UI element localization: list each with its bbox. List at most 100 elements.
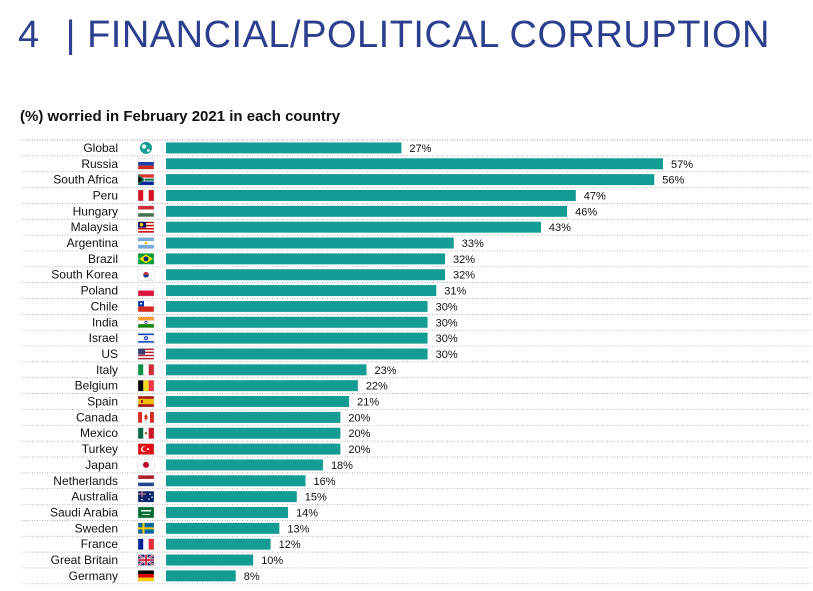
bar xyxy=(166,237,454,249)
bar-row: South Korea 32% xyxy=(22,268,812,283)
bar xyxy=(166,411,341,423)
category-label: Spain xyxy=(87,395,118,409)
flag-great-britain-icon xyxy=(137,553,155,567)
bar xyxy=(166,348,428,360)
value-label: 20% xyxy=(348,444,370,456)
category-label: Brazil xyxy=(88,252,118,266)
flag-canada-icon xyxy=(137,411,155,424)
bar-row: Malaysia 43% xyxy=(22,220,812,236)
flag-turkey-icon xyxy=(137,443,155,455)
bar-row: Belgium 22% xyxy=(22,379,812,394)
bar xyxy=(166,491,297,503)
category-label: Chile xyxy=(91,299,119,313)
category-label: Japan xyxy=(85,458,118,472)
flag-malaysia-icon xyxy=(137,221,155,233)
bar xyxy=(166,253,446,265)
flag-spain-icon xyxy=(137,395,155,408)
bar-row: Hungary 46% xyxy=(22,204,812,220)
category-label: Sweden xyxy=(75,521,118,535)
bar-row: Australia 15% xyxy=(22,490,812,505)
value-label: 18% xyxy=(331,460,353,472)
bar xyxy=(166,443,341,455)
section-number: 4 xyxy=(18,14,40,56)
bar-row: Germany 8% xyxy=(22,569,812,585)
bar-row: Great Britain 10% xyxy=(22,553,812,569)
bar xyxy=(166,380,358,392)
bar xyxy=(166,459,323,471)
flag-sweden-icon xyxy=(137,522,155,535)
flag-france-icon xyxy=(137,538,155,550)
flag-belgium-icon xyxy=(137,379,155,392)
page-heading: 4 | FINANCIAL/POLITICAL CORRUPTION xyxy=(18,14,770,57)
bar-row: Brazil 32% xyxy=(22,252,812,268)
category-label: Canada xyxy=(76,410,118,424)
section-title: | FINANCIAL/POLITICAL CORRUPTION xyxy=(65,14,770,56)
value-label: 16% xyxy=(314,476,336,488)
bar xyxy=(166,285,437,297)
value-label: 10% xyxy=(261,555,283,567)
flag-saudi-arabia-icon xyxy=(137,506,155,519)
value-label: 13% xyxy=(287,523,309,535)
category-label: Germany xyxy=(69,569,118,583)
flag-mexico-icon xyxy=(137,427,155,439)
bar xyxy=(166,205,568,217)
category-label: Netherlands xyxy=(53,474,118,488)
bar xyxy=(166,332,428,344)
value-label: 31% xyxy=(444,286,466,298)
flag-australia-icon xyxy=(137,490,155,503)
category-label: Argentina xyxy=(67,236,119,250)
value-label: 14% xyxy=(296,507,318,519)
bar xyxy=(166,570,236,582)
category-label: Peru xyxy=(93,188,118,202)
category-label: Global xyxy=(83,141,118,155)
bar-row: Israel 30% xyxy=(22,331,812,347)
category-label: South Africa xyxy=(53,173,118,187)
value-label: 33% xyxy=(462,238,484,250)
category-label: Hungary xyxy=(73,204,118,218)
value-label: 32% xyxy=(453,270,475,282)
category-label: Belgium xyxy=(75,379,118,393)
category-label: Turkey xyxy=(82,442,118,456)
bar-row: France 12% xyxy=(22,537,812,553)
flag-south-korea-icon xyxy=(137,269,155,281)
category-label: Malaysia xyxy=(71,220,119,234)
flag-poland-icon xyxy=(137,284,155,297)
category-label: South Korea xyxy=(51,268,118,282)
bar-row: South Africa 56% xyxy=(22,173,812,188)
bar xyxy=(166,269,446,281)
bar-row: Mexico 20% xyxy=(22,426,812,442)
bar-row: Turkey 20% xyxy=(22,442,812,458)
bar-row: Sweden 13% xyxy=(22,521,812,537)
value-label: 20% xyxy=(348,428,370,440)
bar-row: Saudi Arabia 14% xyxy=(22,505,812,521)
category-label: Israel xyxy=(89,331,118,345)
flag-italy-icon xyxy=(137,364,155,376)
value-label: 22% xyxy=(366,381,388,393)
bar xyxy=(166,142,402,154)
category-label: France xyxy=(81,537,119,551)
bar-row: Chile 30% xyxy=(22,299,812,315)
chart-title: (%) worried in February 2021 in each cou… xyxy=(20,108,341,125)
flag-netherlands-icon xyxy=(137,475,155,487)
value-label: 8% xyxy=(244,571,260,583)
value-label: 56% xyxy=(662,175,684,187)
bar xyxy=(166,300,428,312)
value-label: 57% xyxy=(671,159,693,171)
value-label: 32% xyxy=(453,254,475,266)
bar xyxy=(166,475,306,487)
value-label: 30% xyxy=(436,349,458,361)
category-label: Russia xyxy=(81,157,118,171)
category-label: Mexico xyxy=(80,426,118,440)
category-label: Saudi Arabia xyxy=(50,505,118,519)
category-label: Italy xyxy=(96,363,118,377)
value-label: 20% xyxy=(348,412,370,424)
value-label: 30% xyxy=(436,301,458,313)
bar xyxy=(166,364,367,376)
category-label: US xyxy=(101,347,118,361)
value-label: 12% xyxy=(279,539,301,551)
bar xyxy=(166,427,341,439)
value-label: 30% xyxy=(436,317,458,329)
category-label: India xyxy=(92,315,118,329)
flag-peru-icon xyxy=(137,189,155,202)
